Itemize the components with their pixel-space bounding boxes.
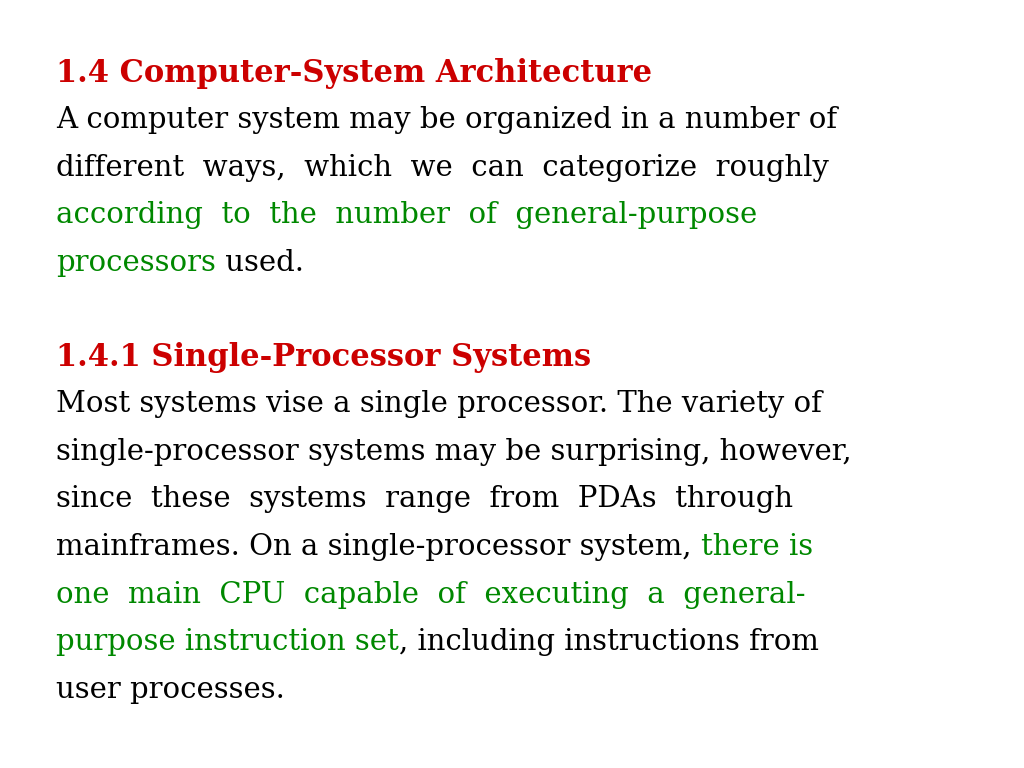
Text: A computer system may be organized in a number of: A computer system may be organized in a … xyxy=(56,106,838,134)
Text: according  to  the  number  of  general-purpose: according to the number of general-purpo… xyxy=(56,201,758,229)
Text: user processes.: user processes. xyxy=(56,676,286,703)
Text: processors: processors xyxy=(56,249,216,276)
Text: 1.4.1 Single-Processor Systems: 1.4.1 Single-Processor Systems xyxy=(56,342,592,372)
Text: Most systems vise a single processor. The variety of: Most systems vise a single processor. Th… xyxy=(56,390,822,418)
Text: purpose instruction set: purpose instruction set xyxy=(56,628,399,656)
Text: different  ways,  which  we  can  categorize  roughly: different ways, which we can categorize … xyxy=(56,154,829,181)
Text: single-processor systems may be surprising, however,: single-processor systems may be surprisi… xyxy=(56,438,852,465)
Text: one  main  CPU  capable  of  executing  a  general-: one main CPU capable of executing a gene… xyxy=(56,581,806,608)
Text: since  these  systems  range  from  PDAs  through: since these systems range from PDAs thro… xyxy=(56,485,794,513)
Text: used.: used. xyxy=(216,249,304,276)
Text: 1.4 Computer-System Architecture: 1.4 Computer-System Architecture xyxy=(56,58,652,88)
Text: , including instructions from: , including instructions from xyxy=(399,628,819,656)
Text: mainframes. On a single-processor system,: mainframes. On a single-processor system… xyxy=(56,533,701,561)
Text: there is: there is xyxy=(701,533,813,561)
